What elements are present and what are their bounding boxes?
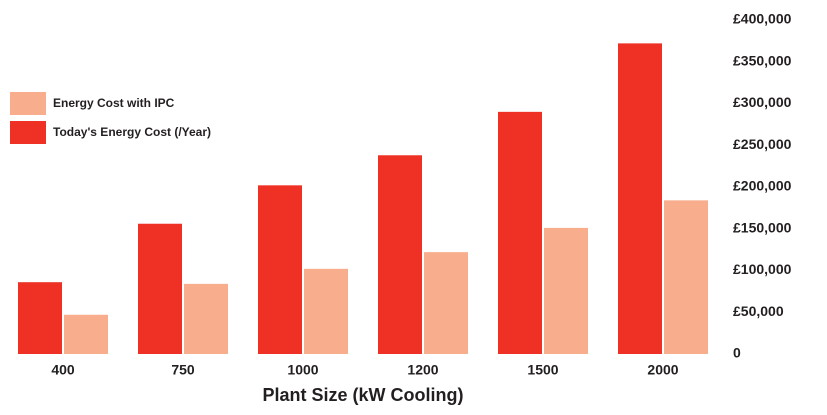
x-tick-label: 1000 — [287, 362, 318, 378]
bar — [618, 43, 662, 354]
bar — [304, 268, 348, 354]
x-tick-label: 1200 — [407, 362, 438, 378]
bar — [18, 282, 62, 354]
bar — [378, 155, 422, 354]
bar — [544, 227, 588, 354]
x-tick-label: 750 — [171, 362, 195, 378]
bar — [138, 223, 182, 354]
x-tick-label: 2000 — [647, 362, 678, 378]
bar — [424, 252, 468, 354]
bar — [664, 200, 708, 354]
y-tick-label: £250,000 — [733, 136, 792, 152]
bar — [64, 314, 108, 354]
y-tick-label: £350,000 — [733, 52, 792, 68]
legend-label: Today's Energy Cost (/Year) — [53, 125, 211, 139]
y-tick-label: £300,000 — [733, 94, 792, 110]
bar — [258, 185, 302, 354]
y-tick-label: £400,000 — [733, 11, 792, 27]
x-axis-label: Plant Size (kW Cooling) — [263, 385, 464, 405]
y-tick-label: £50,000 — [733, 303, 784, 319]
x-tick-label: 400 — [51, 362, 75, 378]
legend-swatch — [10, 121, 46, 144]
bar — [498, 111, 542, 354]
legend-swatch — [10, 92, 46, 115]
y-tick-label: £150,000 — [733, 219, 792, 235]
y-tick-label: £100,000 — [733, 261, 792, 277]
x-tick-label: 1500 — [527, 362, 558, 378]
legend-label: Energy Cost with IPC — [53, 96, 175, 110]
y-tick-label: 0 — [733, 345, 741, 361]
bar — [184, 283, 228, 354]
y-tick-label: £200,000 — [733, 178, 792, 194]
